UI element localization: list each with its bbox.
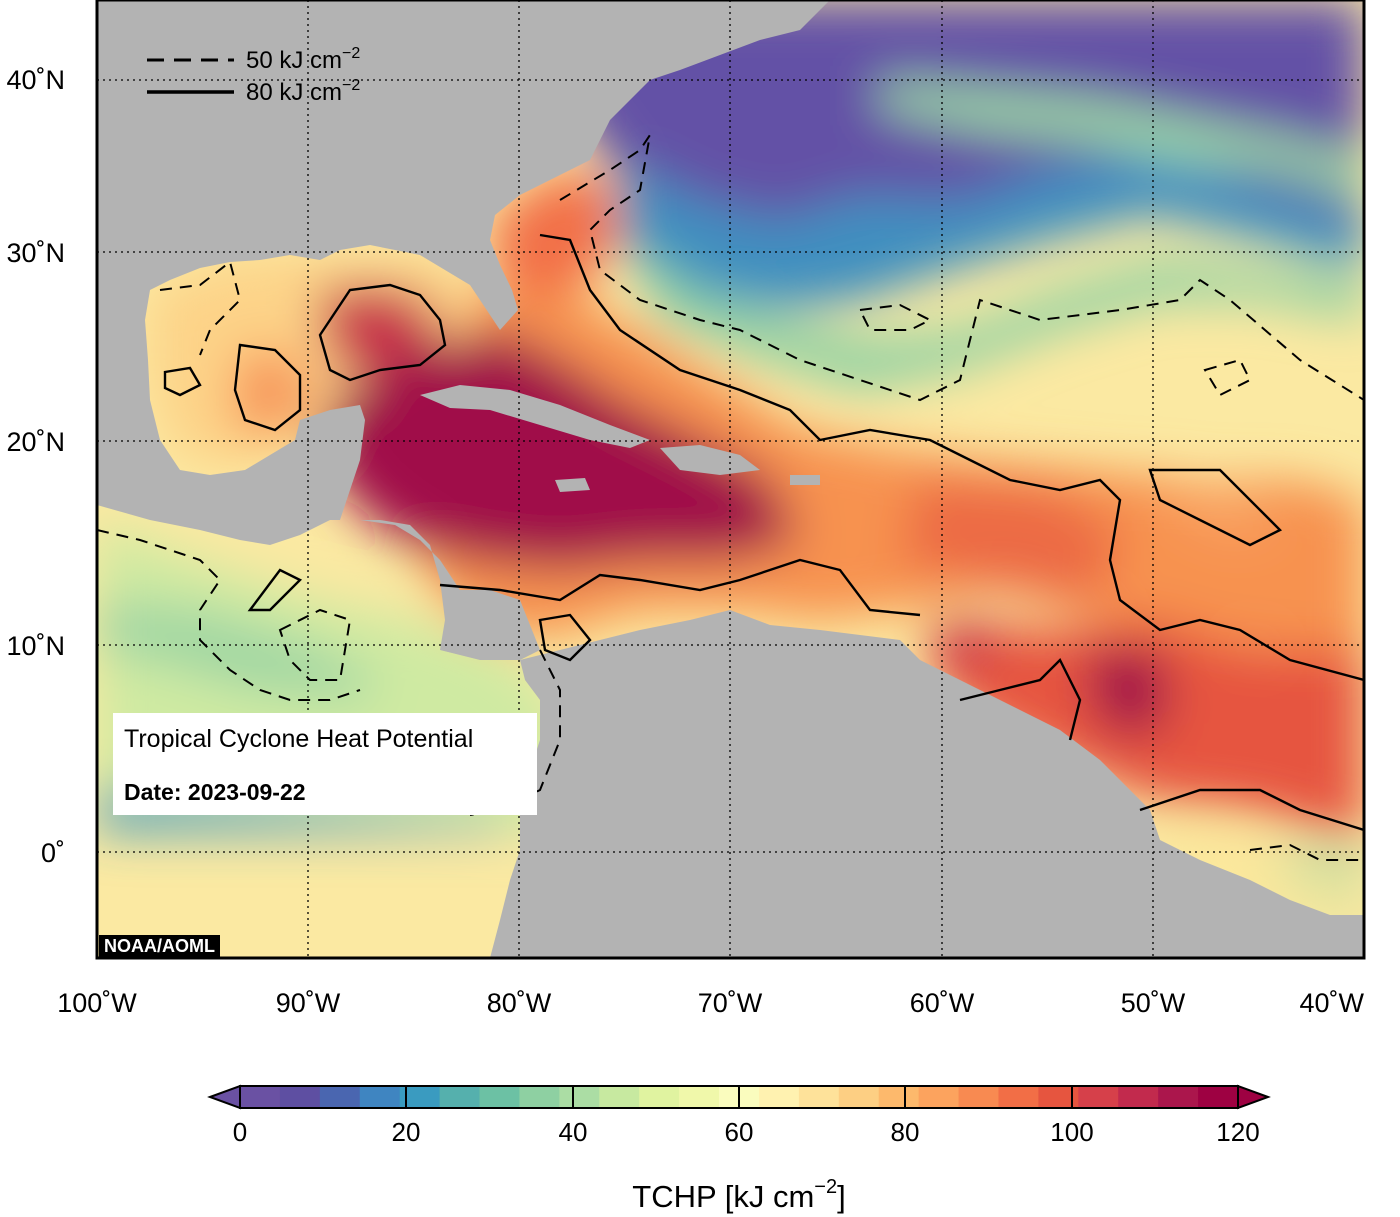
colorbar-segment (599, 1086, 640, 1108)
x-tick-labels: 100˚W 90˚W 80˚W 70˚W 60˚W 50˚W 40˚W (57, 988, 1364, 1018)
colorbar-tick-label: 0 (233, 1117, 247, 1147)
colorbar-tick-label: 80 (891, 1117, 920, 1147)
info-box: Tropical Cyclone Heat Potential Date: 20… (113, 713, 537, 815)
colorbar-segment (1118, 1086, 1159, 1108)
contour-legend: 50 kJ cm−2 80 kJ cm−2 (147, 45, 360, 106)
colorbar-segment (758, 1086, 800, 1108)
colorbar-segment (319, 1086, 361, 1108)
credit-label: NOAA/AOML (99, 935, 220, 957)
y-tick-label: 20˚N (6, 427, 65, 457)
map-frame (95, 0, 1366, 960)
colorbar-tick-label: 120 (1216, 1117, 1259, 1147)
colorbar-high-arrow (1237, 1084, 1271, 1110)
contour-50 (97, 134, 1364, 861)
colorbar-title: TCHP [kJ cm−2] (632, 1176, 845, 1214)
colorbar-segment (1198, 1086, 1239, 1108)
colorbar-tick-label: 20 (392, 1117, 421, 1147)
x-tick-label: 40˚W (1299, 988, 1364, 1018)
colorbar-tick-label: 60 (725, 1117, 754, 1147)
colorbar-low-arrow (207, 1084, 241, 1110)
x-tick-label: 60˚W (910, 988, 975, 1018)
x-tick-label: 80˚W (487, 988, 552, 1018)
heat-potential-field (97, 0, 1364, 958)
colorbar-segment (519, 1086, 560, 1108)
y-tick-label: 40˚N (6, 65, 65, 95)
colorbar-segment (559, 1086, 600, 1108)
colorbar-segment (1158, 1086, 1199, 1108)
x-tick-label: 70˚W (698, 988, 763, 1018)
legend-dashed-label: 50 kJ cm−2 (246, 45, 360, 74)
colorbar-segment (918, 1086, 960, 1108)
colorbar-segment (679, 1086, 720, 1108)
colorbar-segment (958, 1086, 999, 1108)
colorbar-segment (798, 1086, 840, 1108)
colorbar-segment (639, 1086, 680, 1108)
contour-80 (163, 233, 1364, 832)
colorbar-segment (878, 1086, 920, 1108)
info-title: Tropical Cyclone Heat Potential (124, 725, 474, 753)
land-masses (97, 0, 1364, 958)
colorbar-segment (838, 1086, 880, 1108)
x-tick-label: 50˚W (1121, 988, 1186, 1018)
colorbar-segment (240, 1086, 281, 1108)
colorbar-segment (1038, 1086, 1079, 1108)
colorbar: 0 20 40 60 80 100 120 TCHP [kJ cm−2] (207, 1084, 1271, 1214)
colorbar-tick-label: 100 (1050, 1117, 1093, 1147)
colorbar-segment (479, 1086, 520, 1108)
colorbar-segment (998, 1086, 1039, 1108)
info-date: Date: 2023-09-22 (124, 779, 306, 805)
colorbar-tick-label: 40 (559, 1117, 588, 1147)
y-tick-label: 0˚ (41, 838, 65, 868)
colorbar-segment (279, 1086, 321, 1108)
y-tick-label: 10˚N (6, 631, 65, 661)
colorbar-segment (439, 1086, 481, 1108)
legend-solid-label: 80 kJ cm−2 (246, 77, 360, 106)
colorbar-segment (399, 1086, 441, 1108)
colorbar-segment (1078, 1086, 1119, 1108)
x-tick-label: 100˚W (57, 988, 137, 1018)
y-tick-labels: 40˚N 30˚N 20˚N 10˚N 0˚ (6, 65, 65, 868)
colorbar-ticks (239, 1086, 1239, 1108)
colorbar-tick-labels: 0 20 40 60 80 100 120 (233, 1117, 1260, 1147)
colorbar-segment (359, 1086, 401, 1108)
y-tick-label: 30˚N (6, 238, 65, 268)
x-tick-label: 90˚W (276, 988, 341, 1018)
